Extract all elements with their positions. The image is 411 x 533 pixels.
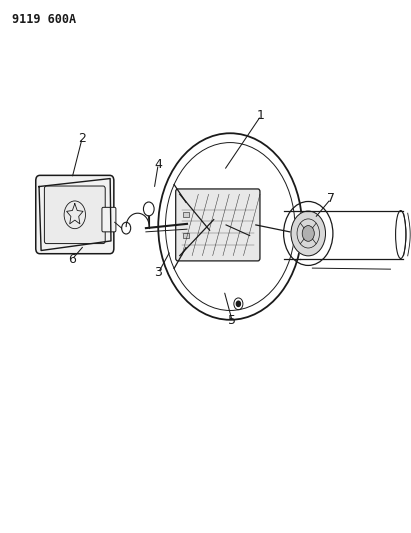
FancyBboxPatch shape (36, 175, 114, 254)
FancyBboxPatch shape (176, 189, 260, 261)
Text: 4: 4 (154, 158, 162, 171)
Circle shape (236, 301, 240, 306)
Text: 3: 3 (154, 266, 162, 279)
Text: 5: 5 (228, 314, 236, 327)
Text: 7: 7 (327, 192, 335, 205)
Text: 2: 2 (78, 132, 86, 144)
Circle shape (291, 211, 326, 256)
FancyBboxPatch shape (44, 186, 105, 244)
Circle shape (302, 225, 314, 241)
Bar (182, 233, 189, 238)
Text: 9119 600A: 9119 600A (12, 13, 76, 26)
Text: 1: 1 (257, 109, 265, 122)
FancyBboxPatch shape (102, 207, 116, 232)
Text: 6: 6 (68, 253, 76, 266)
Bar (182, 212, 189, 217)
